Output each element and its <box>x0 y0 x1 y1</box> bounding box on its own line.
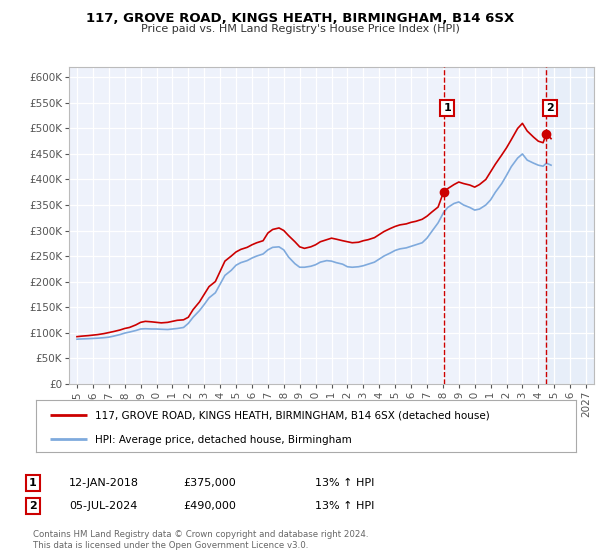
Text: 117, GROVE ROAD, KINGS HEATH, BIRMINGHAM, B14 6SX: 117, GROVE ROAD, KINGS HEATH, BIRMINGHAM… <box>86 12 514 25</box>
Text: £375,000: £375,000 <box>183 478 236 488</box>
Text: 12-JAN-2018: 12-JAN-2018 <box>69 478 139 488</box>
Text: 13% ↑ HPI: 13% ↑ HPI <box>315 478 374 488</box>
Text: Contains HM Land Registry data © Crown copyright and database right 2024.
This d: Contains HM Land Registry data © Crown c… <box>33 530 368 550</box>
Text: £490,000: £490,000 <box>183 501 236 511</box>
Text: 13% ↑ HPI: 13% ↑ HPI <box>315 501 374 511</box>
Bar <box>547 67 594 384</box>
Text: Price paid vs. HM Land Registry's House Price Index (HPI): Price paid vs. HM Land Registry's House … <box>140 24 460 34</box>
Text: 2: 2 <box>29 501 37 511</box>
Text: 1: 1 <box>29 478 37 488</box>
Text: 05-JUL-2024: 05-JUL-2024 <box>69 501 137 511</box>
Text: 117, GROVE ROAD, KINGS HEATH, BIRMINGHAM, B14 6SX (detached house): 117, GROVE ROAD, KINGS HEATH, BIRMINGHAM… <box>95 411 490 421</box>
Text: 1: 1 <box>443 103 451 113</box>
Text: HPI: Average price, detached house, Birmingham: HPI: Average price, detached house, Birm… <box>95 435 352 445</box>
Text: 2: 2 <box>547 103 554 113</box>
